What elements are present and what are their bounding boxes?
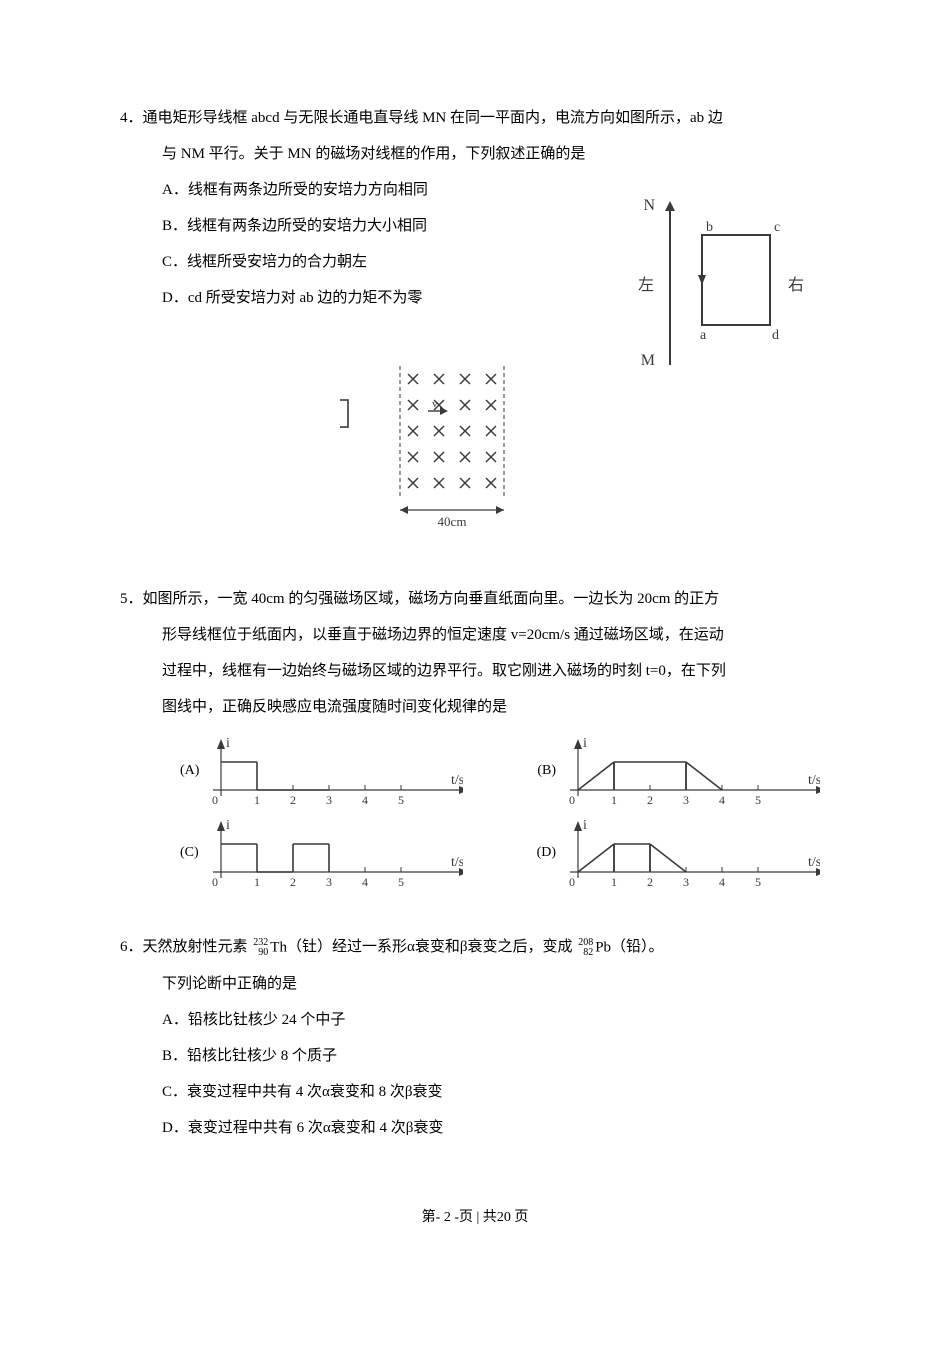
q6-nuc2-atomic: 82 bbox=[578, 948, 593, 958]
svg-text:b: b bbox=[706, 220, 713, 235]
q4-number: 4． bbox=[120, 110, 143, 126]
q4-line1-text: 通电矩形导线框 abcd 与无限长通电直导线 MN 在同一平面内，电流方向如图所… bbox=[143, 110, 723, 126]
q6-nuc1-sym: Th bbox=[270, 940, 287, 956]
svg-text:i: i bbox=[583, 818, 587, 833]
q6-stem-line2: 下列论断中正确的是 bbox=[120, 966, 830, 1002]
q5-chart-a-label: (A) bbox=[180, 754, 199, 788]
svg-text:5: 5 bbox=[755, 793, 761, 807]
svg-text:3: 3 bbox=[683, 875, 689, 889]
q5-charts-row1: (A) i t/s 0 1 2 3 4 5 (B) i t/s 0 1 2 3 4 5 bbox=[180, 735, 820, 807]
svg-text:1: 1 bbox=[611, 793, 617, 807]
svg-text:1: 1 bbox=[611, 875, 617, 889]
svg-text:4: 4 bbox=[719, 793, 725, 807]
q5-chart-a-svg: i t/s 0 1 2 3 4 5 bbox=[203, 735, 463, 807]
svg-text:t/s: t/s bbox=[808, 855, 820, 870]
page-footer: 第- 2 -页 | 共20 页 bbox=[120, 1206, 830, 1226]
svg-text:右: 右 bbox=[788, 276, 804, 294]
q5-line1-text: 如图所示，一宽 40cm 的匀强磁场区域，磁场方向垂直纸面向里。一边长为 20c… bbox=[143, 591, 720, 607]
svg-text:i: i bbox=[226, 818, 230, 833]
svg-text:2: 2 bbox=[647, 793, 653, 807]
q6-nuc1-atomic: 90 bbox=[253, 948, 268, 958]
q6-number: 6． bbox=[120, 939, 143, 955]
q6-nuclide2: 20882 bbox=[578, 938, 593, 958]
svg-text:0: 0 bbox=[212, 793, 218, 807]
q5-field-svg: v 40cm bbox=[340, 356, 540, 556]
svg-text:t/s: t/s bbox=[451, 773, 463, 788]
svg-text:2: 2 bbox=[290, 875, 296, 889]
svg-text:3: 3 bbox=[326, 793, 332, 807]
q5-stem-line3: 过程中，线框有一边始终与磁场区域的边界平行。取它刚进入磁场的时刻 t=0，在下列 bbox=[120, 653, 830, 689]
svg-text:40cm: 40cm bbox=[438, 514, 467, 529]
svg-text:t/s: t/s bbox=[451, 855, 463, 870]
svg-text:3: 3 bbox=[683, 793, 689, 807]
svg-text:0: 0 bbox=[212, 875, 218, 889]
q4-stem-line2: 与 NM 平行。关于 MN 的磁场对线框的作用，下列叙述正确的是 bbox=[120, 136, 830, 172]
svg-text:1: 1 bbox=[254, 793, 260, 807]
svg-text:c: c bbox=[774, 220, 780, 235]
svg-text:2: 2 bbox=[290, 793, 296, 807]
q5-stem-line1: 5．如图所示，一宽 40cm 的匀强磁场区域，磁场方向垂直纸面向里。一边长为 2… bbox=[120, 581, 830, 617]
svg-text:4: 4 bbox=[362, 875, 368, 889]
q4-stem-line1: 4．通电矩形导线框 abcd 与无限长通电直导线 MN 在同一平面内，电流方向如… bbox=[120, 100, 830, 136]
footer-pagenum: 2 bbox=[444, 1210, 451, 1225]
q5-stem-line2: 形导线框位于纸面内，以垂直于磁场边界的恒定速度 v=20cm/s 通过磁场区域，… bbox=[120, 617, 830, 653]
svg-text:i: i bbox=[226, 736, 230, 751]
q5-number: 5． bbox=[120, 591, 143, 607]
q6-mid1: （钍）经过一系形α衰变和β衰变之后，变成 bbox=[287, 939, 576, 955]
svg-text:M: M bbox=[641, 352, 655, 369]
svg-text:0: 0 bbox=[569, 875, 575, 889]
svg-text:5: 5 bbox=[398, 875, 404, 889]
page: 4．通电矩形导线框 abcd 与无限长通电直导线 MN 在同一平面内，电流方向如… bbox=[0, 0, 950, 1266]
q6-option-d: D．衰变过程中共有 6 次α衰变和 4 次β衰变 bbox=[120, 1110, 830, 1146]
q4-diagram-svg: N M 左 右 b c a d bbox=[630, 195, 810, 375]
q6-stem-line1: 6．天然放射性元素 23290Th（钍）经过一系形α衰变和β衰变之后，变成 20… bbox=[120, 929, 830, 966]
svg-text:0: 0 bbox=[569, 793, 575, 807]
q5-chart-c-svg: i t/s 0 1 2 3 4 5 bbox=[203, 817, 463, 889]
svg-text:3: 3 bbox=[326, 875, 332, 889]
q4-diagram: N M 左 右 b c a d bbox=[630, 195, 810, 390]
question-5: 5．如图所示，一宽 40cm 的匀强磁场区域，磁场方向垂直纸面向里。一边长为 2… bbox=[120, 581, 830, 889]
q6-option-a: A．铅核比钍核少 24 个中子 bbox=[120, 1002, 830, 1038]
svg-text:a: a bbox=[700, 328, 707, 343]
q5-chart-d-svg: i t/s 0 1 2 3 4 5 bbox=[560, 817, 820, 889]
svg-text:t/s: t/s bbox=[808, 773, 820, 788]
q5-chart-d-label: (D) bbox=[537, 836, 556, 870]
q5-chart-a-cell: (A) i t/s 0 1 2 3 4 5 bbox=[180, 735, 463, 807]
q5-chart-c-label: (C) bbox=[180, 836, 199, 870]
question-6: 6．天然放射性元素 23290Th（钍）经过一系形α衰变和β衰变之后，变成 20… bbox=[120, 929, 830, 1146]
q5-chart-c-cell: (C) i t/s 0 1 2 3 4 5 bbox=[180, 817, 463, 889]
footer-prefix: 第- bbox=[422, 1210, 441, 1225]
q5-chart-b-label: (B) bbox=[537, 754, 556, 788]
q6-option-c: C．衰变过程中共有 4 次α衰变和 8 次β衰变 bbox=[120, 1074, 830, 1110]
q5-chart-b-cell: (B) i t/s 0 1 2 3 4 5 bbox=[537, 735, 820, 807]
q5-stem-line4: 图线中，正确反映感应电流强度随时间变化规律的是 bbox=[120, 689, 830, 725]
svg-text:d: d bbox=[772, 328, 779, 343]
svg-text:2: 2 bbox=[647, 875, 653, 889]
question-4: 4．通电矩形导线框 abcd 与无限长通电直导线 MN 在同一平面内，电流方向如… bbox=[120, 100, 830, 316]
q6-pre: 天然放射性元素 bbox=[143, 939, 252, 955]
svg-text:1: 1 bbox=[254, 875, 260, 889]
svg-text:5: 5 bbox=[755, 875, 761, 889]
q6-nuc2-sym: Pb bbox=[595, 940, 611, 956]
svg-text:左: 左 bbox=[638, 276, 654, 294]
q6-nuclide1: 23290 bbox=[253, 938, 268, 958]
svg-text:5: 5 bbox=[398, 793, 404, 807]
footer-total: 20 bbox=[497, 1210, 511, 1225]
q5-chart-b-svg: i t/s 0 1 2 3 4 5 bbox=[560, 735, 820, 807]
footer-suffix: 页 bbox=[514, 1210, 528, 1225]
footer-mid: -页 | 共 bbox=[454, 1210, 496, 1225]
svg-text:i: i bbox=[583, 736, 587, 751]
q5-chart-d-cell: (D) i t/s 0 1 2 3 4 5 bbox=[537, 817, 820, 889]
q6-option-b: B．铅核比钍核少 8 个质子 bbox=[120, 1038, 830, 1074]
svg-text:N: N bbox=[643, 197, 655, 214]
q5-charts-row2: (C) i t/s 0 1 2 3 4 5 (D) i t/s 0 1 2 3 4 5 bbox=[180, 817, 820, 889]
q6-mid2: （铅）。 bbox=[611, 939, 664, 955]
svg-text:v: v bbox=[432, 398, 438, 410]
svg-text:4: 4 bbox=[362, 793, 368, 807]
svg-text:4: 4 bbox=[719, 875, 725, 889]
